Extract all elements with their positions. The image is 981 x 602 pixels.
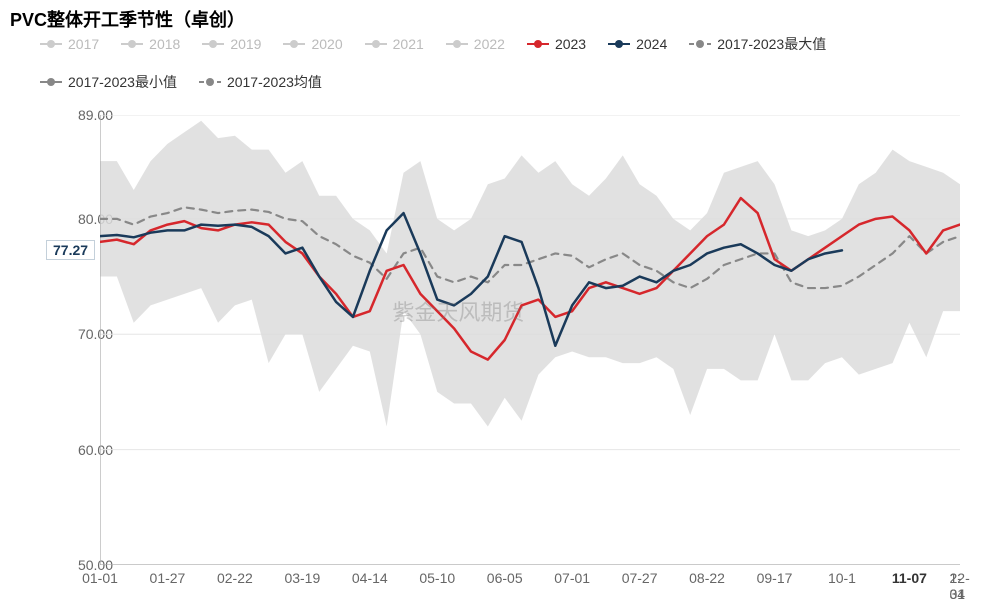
legend-swatch [40, 76, 62, 88]
legend-item[interactable]: 2018 [121, 36, 180, 52]
legend-label: 2017-2023最大值 [717, 34, 826, 54]
value-tag: 77.27 [46, 240, 95, 260]
legend-label: 2017-2023均值 [227, 72, 322, 92]
x-tick-label: 07-01 [554, 570, 590, 586]
legend-item[interactable]: 2022 [446, 36, 505, 52]
legend-swatch [446, 38, 468, 50]
plot-area [100, 115, 960, 565]
legend-swatch [202, 38, 224, 50]
legend-label: 2024 [636, 36, 667, 52]
legend-label: 2021 [393, 36, 424, 52]
legend-item[interactable]: 2017-2023最小值 [40, 72, 177, 92]
legend-item[interactable]: 2024 [608, 36, 667, 52]
legend-item[interactable]: 2023 [527, 36, 586, 52]
legend-swatch [283, 38, 305, 50]
legend-label: 2019 [230, 36, 261, 52]
legend-item[interactable]: 2017 [40, 36, 99, 52]
x-tick-label: 01-01 [82, 570, 118, 586]
x-tick-label: 10-1 [828, 570, 856, 586]
legend-swatch [608, 38, 630, 50]
legend-item[interactable]: 2017-2023最大值 [689, 34, 826, 54]
chart-container: PVC整体开工季节性（卓创） 2017201820192020202120222… [0, 0, 981, 597]
legend-swatch [527, 38, 549, 50]
x-tick-label: 06-05 [487, 570, 523, 586]
x-tick-label: 12-31 [950, 570, 971, 602]
x-tick-label: 09-17 [757, 570, 793, 586]
legend-label: 2017-2023最小值 [68, 72, 177, 92]
x-tick-label: 05-10 [419, 570, 455, 586]
legend: 2017 2018 2019 2020 2021 2022 2023 2024 2017-202… [40, 34, 961, 92]
legend-swatch [689, 38, 711, 50]
legend-label: 2017 [68, 36, 99, 52]
x-tick-label: 03-19 [284, 570, 320, 586]
x-tick-label: 04-14 [352, 570, 388, 586]
legend-item[interactable]: 2019 [202, 36, 261, 52]
x-tick-label: 08-22 [689, 570, 725, 586]
x-tick-label: 01-27 [150, 570, 186, 586]
legend-item[interactable]: 2017-2023均值 [199, 72, 322, 92]
x-tick-label: 07-27 [622, 570, 658, 586]
x-tick-label: 11-07 [892, 570, 927, 586]
legend-label: 2022 [474, 36, 505, 52]
x-tick-label: 02-22 [217, 570, 253, 586]
legend-swatch [40, 38, 62, 50]
chart-title: PVC整体开工季节性（卓创） [10, 6, 245, 32]
legend-item[interactable]: 2020 [283, 36, 342, 52]
min-max-band [100, 121, 960, 427]
legend-swatch [121, 38, 143, 50]
legend-item[interactable]: 2021 [365, 36, 424, 52]
legend-swatch [365, 38, 387, 50]
legend-swatch [199, 76, 221, 88]
legend-label: 2023 [555, 36, 586, 52]
legend-label: 2020 [311, 36, 342, 52]
legend-label: 2018 [149, 36, 180, 52]
